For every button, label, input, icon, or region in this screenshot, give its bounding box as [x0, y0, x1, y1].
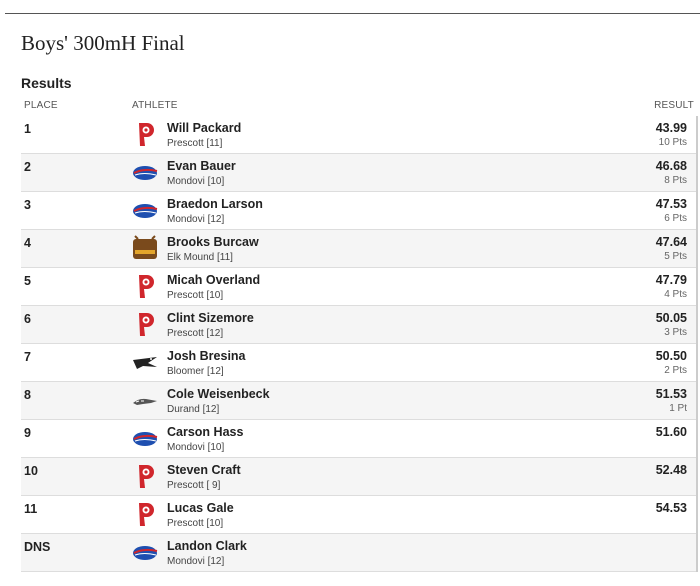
- result-row: 11 Lucas Gale Prescott [10] 54.53: [21, 496, 696, 534]
- team-logo: [132, 425, 158, 451]
- page-title: Boys' 300mH Final: [21, 31, 185, 55]
- logo-icon: [139, 503, 154, 526]
- results-table: 1 Will Packard Prescott [11] 43.99 10 Pts 2 Ev…: [21, 116, 698, 572]
- place: 3: [24, 198, 31, 212]
- result-row: 4 Brooks Burcaw Elk Mound [11] 47.64 5 Pts: [21, 230, 696, 268]
- athlete-name: Brooks Burcaw: [167, 235, 259, 249]
- result-time: 43.99: [655, 121, 687, 135]
- athlete-team: Elk Mound [11]: [167, 252, 233, 263]
- team-logo: [132, 463, 158, 489]
- place: DNS: [24, 540, 51, 554]
- team-logo: [132, 387, 158, 413]
- place: 9: [24, 426, 31, 440]
- result-row: 1 Will Packard Prescott [11] 43.99 10 Pts: [21, 116, 696, 154]
- team-logo: [132, 501, 158, 527]
- result-row: 7 Josh Bresina Bloomer [12] 50.50 2 Pts: [21, 344, 696, 382]
- athlete-team: Bloomer [12]: [167, 366, 224, 377]
- result-row: 8 Cole Weisenbeck Durand [12] 51.53 1 Pt: [21, 382, 696, 420]
- top-border: [5, 13, 700, 14]
- logo-icon: [132, 203, 158, 219]
- athlete-team: Prescott [10]: [167, 290, 224, 301]
- logo-icon: [132, 165, 158, 181]
- logo-icon: [132, 431, 158, 447]
- team-logo: [132, 273, 158, 299]
- logo-icon: [133, 357, 157, 369]
- place: 4: [24, 236, 31, 250]
- result-row: DNS Landon Clark Mondovi [12]: [21, 534, 696, 572]
- place: 10: [24, 464, 38, 478]
- athlete-team: Prescott [12]: [167, 328, 224, 339]
- team-logo: [132, 197, 158, 223]
- points: 1 Pt: [669, 403, 687, 414]
- column-header: ATHLETE: [132, 100, 178, 111]
- logo-icon: [139, 275, 154, 298]
- points: 2 Pts: [664, 365, 687, 376]
- points: 3 Pts: [664, 327, 687, 338]
- athlete-team: Mondovi [12]: [167, 214, 225, 225]
- athlete-name: Carson Hass: [167, 425, 244, 439]
- result-time: 47.64: [655, 235, 687, 249]
- athlete-name: Clint Sizemore: [167, 311, 254, 325]
- place: 6: [24, 312, 31, 326]
- result-time: 50.50: [655, 349, 687, 363]
- athlete-team: Mondovi [10]: [167, 442, 225, 453]
- points: 5 Pts: [664, 251, 687, 262]
- place: 7: [24, 350, 31, 364]
- column-header: RESULT: [654, 100, 694, 111]
- column-header: PLACE: [24, 100, 58, 111]
- place: 1: [24, 122, 31, 136]
- place: 2: [24, 160, 31, 174]
- athlete-team: Durand [12]: [167, 404, 220, 415]
- logo-icon: [139, 465, 154, 488]
- result-time: 51.53: [655, 387, 687, 401]
- athlete-name: Will Packard: [167, 121, 242, 135]
- result-time: 54.53: [655, 501, 687, 515]
- logo-icon: [132, 398, 158, 406]
- points: 6 Pts: [664, 213, 687, 224]
- result-time: 47.79: [655, 273, 687, 287]
- logo-icon: [132, 545, 158, 561]
- result-row: 10 Steven Craft Prescott [ 9] 52.48: [21, 458, 696, 496]
- points: 10 Pts: [658, 137, 687, 148]
- result-row: 2 Evan Bauer Mondovi [10] 46.68 8 Pts: [21, 154, 696, 192]
- result-row: 3 Braedon Larson Mondovi [12] 47.53 6 Pts: [21, 192, 696, 230]
- result-time: 50.05: [655, 311, 687, 325]
- team-logo: [132, 349, 158, 375]
- athlete-name: Josh Bresina: [167, 349, 246, 363]
- athlete-name: Braedon Larson: [167, 197, 263, 211]
- section-heading: Results: [21, 75, 72, 91]
- athlete-team: Mondovi [10]: [167, 176, 225, 187]
- team-logo: [132, 539, 158, 565]
- place: 5: [24, 274, 31, 288]
- logo-icon: [132, 235, 158, 260]
- team-logo: [132, 235, 158, 261]
- result-time: 52.48: [655, 463, 687, 477]
- athlete-name: Micah Overland: [167, 273, 261, 287]
- athlete-name: Steven Craft: [167, 463, 241, 477]
- place: 11: [24, 502, 38, 516]
- result-time: 46.68: [655, 159, 687, 173]
- team-logo: [132, 159, 158, 185]
- points: 4 Pts: [664, 289, 687, 300]
- result-row: 6 Clint Sizemore Prescott [12] 50.05 3 Pts: [21, 306, 696, 344]
- athlete-name: Evan Bauer: [167, 159, 236, 173]
- result-row: 9 Carson Hass Mondovi [10] 51.60: [21, 420, 696, 458]
- result-time: 51.60: [655, 425, 687, 439]
- place: 8: [24, 388, 31, 402]
- athlete-name: Cole Weisenbeck: [167, 387, 270, 401]
- team-logo: [132, 121, 158, 147]
- team-logo: [132, 311, 158, 337]
- logo-icon: [139, 313, 154, 336]
- logo-icon: [139, 123, 154, 146]
- athlete-name: Lucas Gale: [167, 501, 234, 515]
- athlete-team: Prescott [10]: [167, 518, 224, 529]
- points: 8 Pts: [664, 175, 687, 186]
- result-time: 47.53: [655, 197, 687, 211]
- athlete-team: Prescott [11]: [167, 138, 223, 149]
- athlete-name: Landon Clark: [167, 539, 247, 553]
- athlete-team: Mondovi [12]: [167, 556, 225, 567]
- result-row: 5 Micah Overland Prescott [10] 47.79 4 Pts: [21, 268, 696, 306]
- athlete-team: Prescott [ 9]: [167, 480, 221, 491]
